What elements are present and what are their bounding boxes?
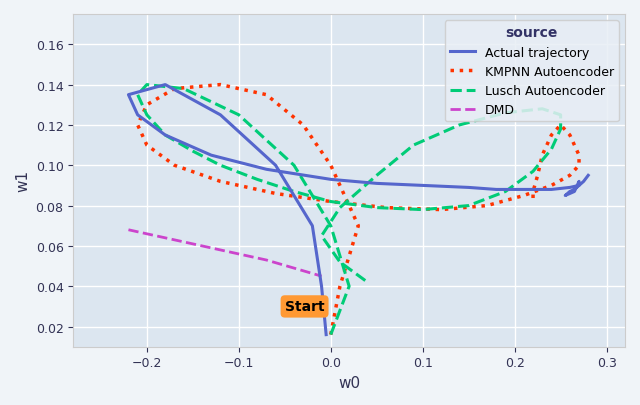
Text: Start: Start xyxy=(285,300,324,313)
Legend: Actual trajectory, KMPNN Autoencoder, Lusch Autoencoder, DMD: Actual trajectory, KMPNN Autoencoder, Lu… xyxy=(445,21,619,122)
Y-axis label: w1: w1 xyxy=(15,170,30,192)
X-axis label: w0: w0 xyxy=(338,375,360,390)
